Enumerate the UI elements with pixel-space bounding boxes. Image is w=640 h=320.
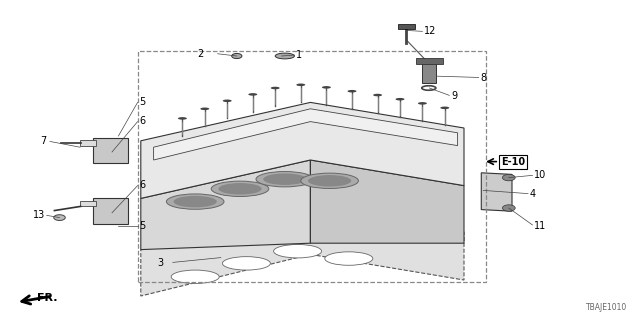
- Text: 5: 5: [140, 221, 146, 231]
- Ellipse shape: [373, 94, 382, 96]
- Ellipse shape: [173, 196, 217, 207]
- Ellipse shape: [223, 257, 270, 270]
- Bar: [416, 58, 443, 64]
- Ellipse shape: [218, 183, 262, 195]
- Ellipse shape: [263, 173, 307, 185]
- Ellipse shape: [324, 252, 372, 265]
- Text: 2: 2: [197, 49, 204, 59]
- Polygon shape: [481, 173, 512, 211]
- Ellipse shape: [440, 107, 449, 109]
- Ellipse shape: [178, 117, 187, 120]
- Ellipse shape: [232, 53, 242, 59]
- Ellipse shape: [396, 98, 404, 100]
- Ellipse shape: [248, 93, 257, 96]
- Bar: [80, 201, 96, 206]
- Text: TBAJE1010: TBAJE1010: [586, 303, 627, 312]
- Bar: [422, 62, 436, 83]
- Ellipse shape: [166, 194, 224, 209]
- Text: 4: 4: [529, 189, 536, 199]
- Text: 5: 5: [140, 97, 146, 107]
- Ellipse shape: [200, 108, 209, 110]
- Ellipse shape: [296, 84, 305, 86]
- Ellipse shape: [256, 172, 314, 187]
- Text: 8: 8: [480, 73, 486, 83]
- Text: 12: 12: [424, 26, 436, 36]
- Text: 3: 3: [157, 258, 163, 268]
- Bar: [93, 138, 128, 163]
- Text: 11: 11: [534, 220, 546, 231]
- Circle shape: [502, 205, 515, 211]
- Text: 10: 10: [534, 170, 546, 180]
- Bar: [398, 24, 415, 29]
- Polygon shape: [141, 206, 464, 296]
- Text: 6: 6: [140, 180, 146, 190]
- Bar: [80, 140, 96, 146]
- Ellipse shape: [274, 244, 322, 258]
- Polygon shape: [141, 160, 310, 250]
- Ellipse shape: [271, 87, 280, 89]
- Ellipse shape: [322, 86, 331, 89]
- Ellipse shape: [418, 102, 427, 105]
- Text: 7: 7: [40, 136, 47, 147]
- Polygon shape: [141, 102, 464, 198]
- Ellipse shape: [172, 270, 219, 284]
- Text: FR.: FR.: [37, 293, 58, 303]
- Text: 9: 9: [451, 91, 458, 101]
- Text: 13: 13: [33, 210, 45, 220]
- Bar: [93, 198, 128, 224]
- Ellipse shape: [211, 181, 269, 196]
- Text: 1: 1: [296, 50, 302, 60]
- Circle shape: [502, 174, 515, 181]
- Text: E-10: E-10: [501, 156, 525, 167]
- Ellipse shape: [109, 208, 127, 217]
- Bar: [138, 51, 486, 282]
- Ellipse shape: [54, 215, 65, 220]
- Text: 6: 6: [140, 116, 146, 126]
- Ellipse shape: [223, 100, 232, 102]
- Ellipse shape: [109, 148, 127, 156]
- Ellipse shape: [308, 175, 351, 187]
- Polygon shape: [310, 160, 464, 243]
- Ellipse shape: [275, 53, 294, 59]
- Polygon shape: [154, 109, 458, 160]
- Ellipse shape: [348, 90, 356, 92]
- Ellipse shape: [301, 173, 358, 188]
